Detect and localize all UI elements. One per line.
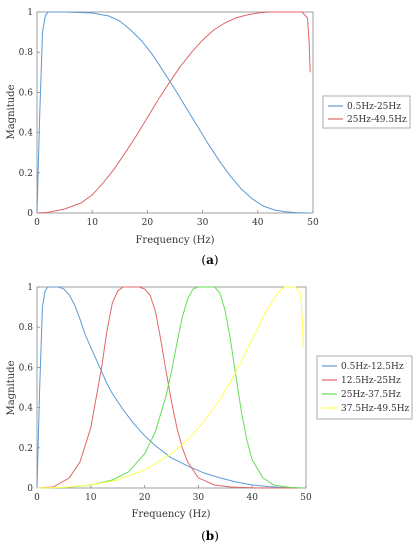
caption-close: )	[214, 529, 219, 543]
caption-close: )	[214, 253, 219, 267]
legend: 0.5Hz-25Hz 25Hz-49.5Hz	[322, 95, 411, 129]
x-tick-label: 20	[142, 218, 154, 228]
series-line-2	[36, 11, 311, 214]
legend-box	[322, 95, 411, 129]
x-tick-label: 50	[307, 218, 319, 228]
y-tick-label: 0.4	[19, 404, 34, 414]
caption-open: (	[201, 253, 206, 267]
legend: 0.5Hz-12.5Hz 12.5Hz-25Hz 25Hz-37.5Hz 37.5Hz…	[316, 355, 413, 420]
series-lines	[36, 286, 304, 489]
series-line-1	[36, 11, 311, 214]
series-line-2	[36, 286, 304, 489]
x-axis-label: Frequency (Hz)	[135, 235, 214, 246]
x-ticks: 0 10 20 30 40 50	[34, 210, 319, 228]
legend-label: 37.5Hz-49.5Hz	[341, 404, 410, 414]
x-axis-label: Frequency (Hz)	[131, 509, 210, 520]
legend-label: 25Hz-37.5Hz	[341, 390, 401, 400]
y-tick-label: 0.6	[19, 88, 34, 98]
series-line-3	[36, 286, 304, 489]
x-tick-label: 30	[197, 218, 209, 228]
series-lines	[36, 11, 311, 214]
legend-label: 0.5Hz-25Hz	[347, 102, 401, 112]
plot-area-frame	[36, 11, 314, 214]
x-tick-label: 40	[252, 218, 264, 228]
legend-label: 12.5Hz-25Hz	[341, 376, 401, 386]
x-tick-label: 0	[34, 493, 40, 503]
y-axis-label: Magnitude	[6, 84, 17, 139]
y-ticks: 0 0.2 0.4 0.6 0.8 1	[19, 8, 40, 219]
legend-label: 0.5Hz-12.5Hz	[341, 362, 404, 372]
y-tick-label: 0.4	[19, 129, 34, 139]
y-tick-label: 0.2	[19, 169, 33, 179]
x-tick-label: 20	[139, 493, 151, 503]
caption-open: (	[201, 529, 206, 543]
caption-letter: a	[206, 253, 214, 267]
y-tick-label: 0.8	[19, 48, 34, 58]
legend-label: 25Hz-49.5Hz	[347, 115, 407, 125]
y-tick-label: 0.2	[19, 444, 33, 454]
y-tick-label: 0	[27, 209, 33, 219]
x-tick-label: 50	[300, 493, 312, 503]
y-tick-label: 0.8	[19, 323, 34, 333]
panel-caption: (a)	[201, 253, 218, 267]
series-line-4	[36, 286, 304, 489]
chart-panel-b: 0 10 20 30 40 50 0 0.2 0.4 0.6 0.8 1 Frequency (Hz…	[6, 283, 413, 543]
x-tick-label: 30	[193, 493, 205, 503]
caption-letter: b	[206, 529, 214, 543]
series-line-1	[36, 286, 304, 489]
x-tick-label: 40	[246, 493, 258, 503]
plot-area-frame	[36, 286, 307, 489]
y-tick-label: 0	[27, 484, 33, 494]
y-tick-label: 1	[27, 283, 33, 293]
x-tick-label: 0	[34, 218, 40, 228]
y-tick-label: 1	[27, 8, 33, 18]
x-tick-label: 10	[85, 493, 97, 503]
panel-caption: (b)	[201, 529, 219, 543]
x-tick-label: 10	[86, 218, 98, 228]
y-axis-label: Magnitude	[6, 360, 17, 415]
y-tick-label: 0.6	[19, 363, 34, 373]
chart-panel-a: 0 10 20 30 40 50 0 0.2 0.4 0.6 0.8 1 Frequency (Hz…	[6, 8, 411, 267]
